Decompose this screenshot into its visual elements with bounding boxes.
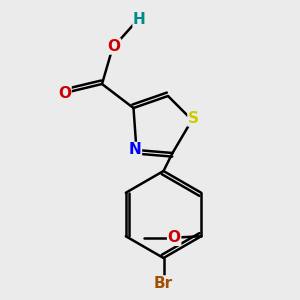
Text: O: O [107,39,121,54]
Text: O: O [58,85,71,100]
Text: O: O [168,230,181,245]
Text: Br: Br [154,276,173,291]
Text: H: H [133,12,146,27]
Text: S: S [188,111,199,126]
Text: N: N [129,142,141,158]
